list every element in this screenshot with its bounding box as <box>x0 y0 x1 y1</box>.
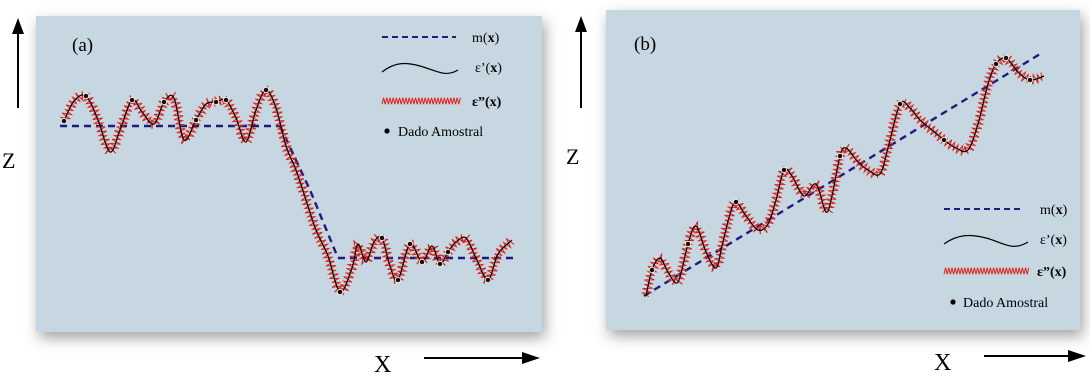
sample-point <box>212 98 220 106</box>
sample-point <box>992 60 1000 68</box>
sample-point <box>82 92 90 100</box>
panel-a-z-label: Z <box>2 148 15 173</box>
panel-b-legend: m(x) ε’(x) ε”(x) Dado Amostral <box>943 203 1068 311</box>
legend-eps2-label: ε”(x) <box>472 95 502 110</box>
legend-mean-label: m(x) <box>1040 203 1068 218</box>
sample-point <box>378 234 386 242</box>
panel-a-sample-points <box>60 86 492 296</box>
sample-point <box>262 86 270 94</box>
panel-a-tag: (a) <box>72 35 93 56</box>
legend-eps1-label: ε’(x) <box>1040 233 1067 248</box>
panel-b-sample-points <box>648 54 1034 274</box>
sample-point <box>648 266 656 274</box>
sample-point <box>418 258 426 266</box>
sample-point <box>836 152 844 160</box>
sample-point <box>336 288 344 296</box>
legend-eps1-label: ε’(x) <box>475 61 502 76</box>
sample-point <box>406 240 414 248</box>
sample-point <box>940 136 948 144</box>
legend-eps2-swatch <box>943 267 1030 275</box>
sample-point <box>1026 76 1034 84</box>
panel-b: (b) m(x) ε’(x) ε”(x) Dado Amostral Z X <box>566 10 1086 376</box>
legend-eps1-swatch <box>943 234 1029 247</box>
legend-sample-swatch <box>950 299 956 305</box>
panel-b-smooth-curve <box>645 57 1045 297</box>
panel-a-smooth-curve <box>63 89 513 293</box>
panel-b-x-label: X <box>934 350 951 376</box>
sample-point <box>896 100 904 108</box>
panel-a-legend: m(x) ε’(x) ε”(x) Dado Amostral <box>381 31 502 140</box>
sample-point <box>436 260 444 268</box>
legend-sample-swatch <box>384 128 390 134</box>
panel-b-tag: (b) <box>634 34 656 55</box>
legend-sample-label: Dado Amostral <box>963 296 1048 311</box>
legend-mean-label: m(x) <box>472 31 500 46</box>
legend-eps2-label: ε”(x) <box>1037 265 1067 280</box>
sample-point <box>222 96 230 104</box>
sample-point <box>444 248 452 256</box>
sample-point <box>192 116 200 124</box>
sample-point <box>1002 54 1010 62</box>
sample-point <box>160 98 168 106</box>
sample-point <box>732 198 740 206</box>
sample-point <box>394 276 402 284</box>
panel-b-mean-line <box>643 52 1041 298</box>
sample-point <box>484 276 492 284</box>
sample-point <box>128 96 136 104</box>
sample-point <box>684 240 692 248</box>
legend-eps2-swatch <box>381 97 461 105</box>
sample-point <box>60 117 68 125</box>
legend-eps1-swatch <box>381 62 459 74</box>
panel-b-x-axis: X <box>934 350 1086 376</box>
panel-a-x-label: X <box>374 352 391 376</box>
panel-a-z-axis: Z <box>2 18 24 173</box>
panel-b-z-label: Z <box>566 144 579 169</box>
sample-point <box>780 166 788 174</box>
panel-a-background <box>36 16 542 332</box>
panel-a-x-axis: X <box>374 352 540 376</box>
panel-b-z-axis: Z <box>566 16 587 169</box>
panel-a: (a) m(x) ε’(x) ε”(x) Dado Amostral Z X <box>2 16 542 376</box>
legend-sample-label: Dado Amostral <box>398 125 483 140</box>
